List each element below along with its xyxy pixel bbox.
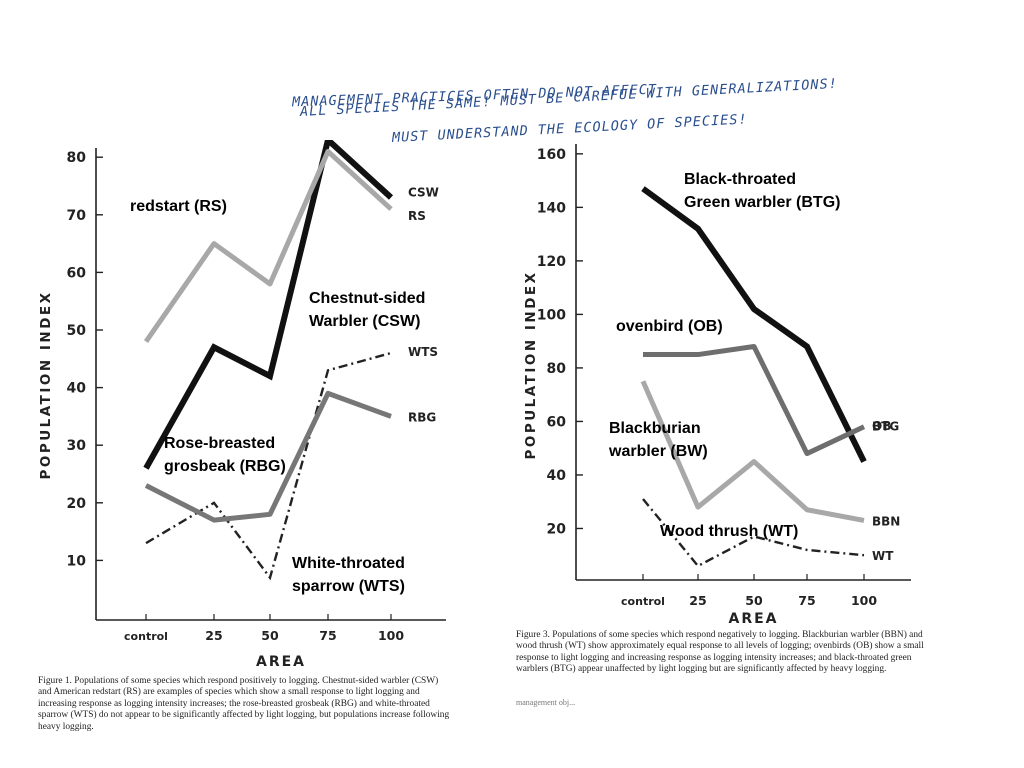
figure-caption-left: Figure 1. Populations of some species wh… <box>38 676 450 732</box>
y-tick-label: 60 <box>547 414 567 430</box>
series-end-label-wts: WTS <box>408 345 438 359</box>
series-end-label-bbn: BBN <box>872 514 900 528</box>
x-tick-label: 25 <box>689 593 706 608</box>
y-tick-label: 50 <box>67 323 87 339</box>
series-end-label-rbg: RBG <box>408 410 436 424</box>
y-tick-label: 80 <box>67 150 87 166</box>
y-tick-label: 20 <box>547 521 567 537</box>
figure-caption-right-trailing-text: management obj... <box>516 698 576 707</box>
y-tick-label: 80 <box>547 361 567 377</box>
x-tick-label: 50 <box>745 593 763 608</box>
x-tick-label: 100 <box>851 593 877 608</box>
y-tick-label: 120 <box>537 254 566 270</box>
chart-negative-response: 20 40 60 80 100 120 140 160 control 25 50 75 100 AREA… <box>523 144 911 627</box>
annotation-blackburnian-warbler: Blackburian warbler (BW) <box>609 420 708 461</box>
y-tick-label: 140 <box>537 200 566 216</box>
y-axis-title: POPULATION INDEX <box>38 290 54 479</box>
series-line-wt <box>642 498 865 568</box>
x-tick-label: control <box>621 595 665 608</box>
x-axis-title: AREA <box>256 654 306 670</box>
y-tick-label: 20 <box>67 496 87 512</box>
figure-caption-right: Figure 3. Populations of some species wh… <box>516 630 924 675</box>
y-tick-label: 10 <box>67 553 87 569</box>
series-end-label-csw: CSW <box>408 186 439 200</box>
x-tick-label: 100 <box>378 628 404 643</box>
series-end-label-btg: BTG <box>872 420 899 434</box>
annotation-redstart: redstart (RS) <box>130 198 227 215</box>
x-tick-label: 75 <box>319 628 336 643</box>
annotation-wood-thrush: Wood thrush (WT) <box>660 523 799 540</box>
y-axis-title: POPULATION INDEX <box>523 270 539 459</box>
y-tick-label: 60 <box>67 265 87 281</box>
y-tick-label: 100 <box>537 307 566 323</box>
x-axis-title: AREA <box>728 611 778 627</box>
x-tick-label: control <box>124 630 168 643</box>
annotation-chestnut-sided-warbler: Chestnut-sided Warbler (CSW) <box>309 290 426 331</box>
y-tick-label: 40 <box>67 381 87 397</box>
annotation-ovenbird: ovenbird (OB) <box>616 318 723 335</box>
series-end-label-ob: OB <box>872 419 891 433</box>
x-tick-label: 75 <box>798 593 815 608</box>
series-end-label-rs: RS <box>408 209 426 223</box>
chart-positive-response: 10 20 30 40 50 60 70 80 control 25 50 75 100 AREA POPU… <box>38 140 446 670</box>
x-tick-label: 50 <box>261 628 279 643</box>
y-tick-label: 30 <box>67 438 87 454</box>
annotation-white-throated-sparrow: White-throated sparrow (WTS) <box>292 555 405 596</box>
annotation-rose-breasted-grosbeak: Rose-breasted grosbeak (RBG) <box>164 435 286 476</box>
y-tick-label: 70 <box>67 208 87 224</box>
x-tick-label: 25 <box>205 628 222 643</box>
y-tick-label: 160 <box>537 147 566 163</box>
series-end-label-wt: WT <box>872 549 894 563</box>
y-tick-label: 40 <box>547 468 567 484</box>
annotation-black-throated-green-warbler: Black-throated Green warbler (BTG) <box>684 171 841 212</box>
